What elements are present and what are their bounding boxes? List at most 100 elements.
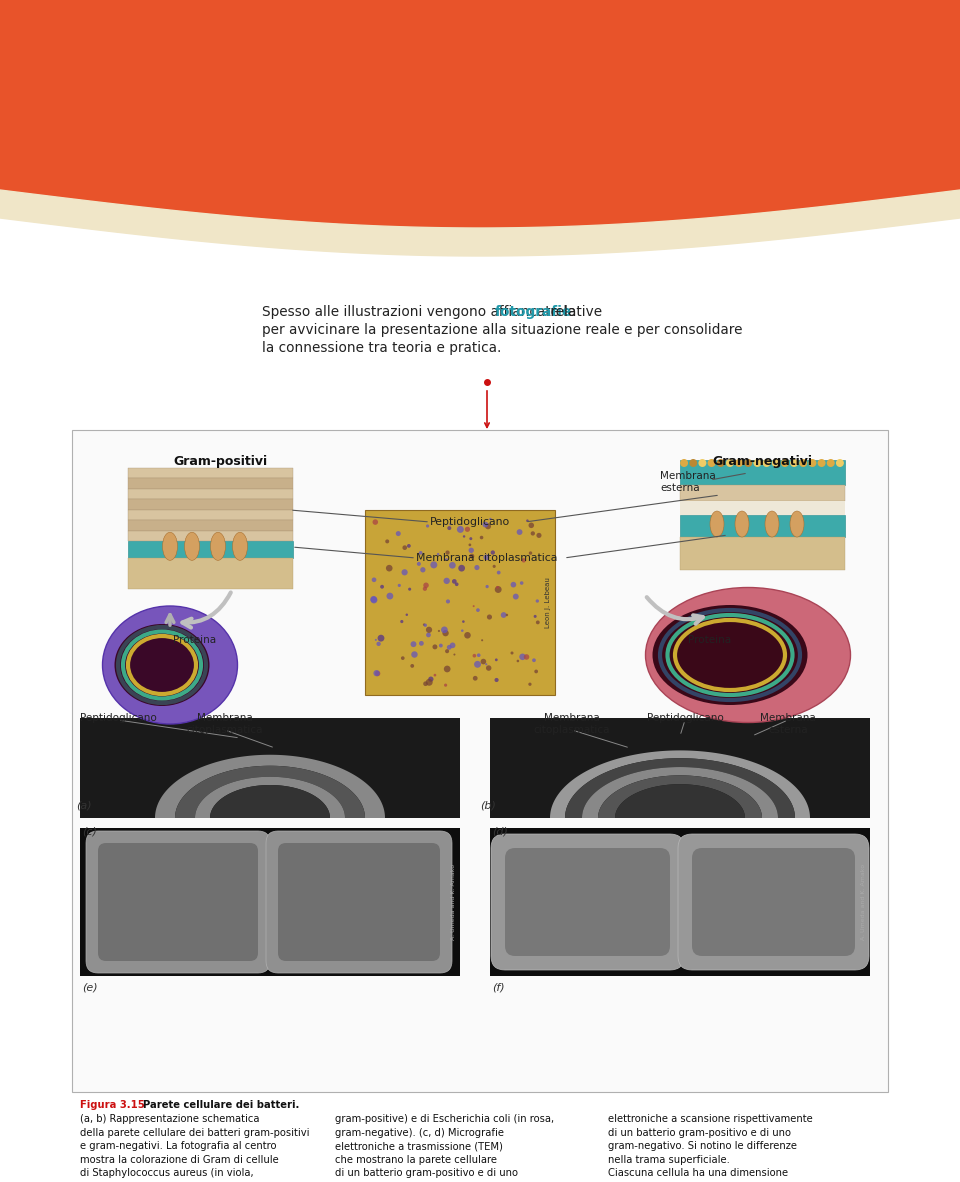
Bar (128, 499, 293, 509)
Circle shape (387, 592, 394, 599)
FancyBboxPatch shape (505, 847, 670, 956)
Circle shape (417, 561, 420, 566)
Text: Peptidoglicano: Peptidoglicano (430, 517, 511, 527)
Circle shape (420, 567, 425, 572)
Circle shape (519, 654, 526, 660)
Ellipse shape (162, 532, 178, 560)
Circle shape (526, 519, 529, 522)
Circle shape (818, 459, 826, 467)
Circle shape (402, 545, 407, 550)
Circle shape (458, 565, 465, 572)
Circle shape (480, 535, 484, 539)
Circle shape (373, 670, 380, 676)
Circle shape (405, 613, 408, 616)
Circle shape (529, 551, 532, 554)
Polygon shape (565, 758, 795, 818)
Text: Membrana citoplasmatica: Membrana citoplasmatica (416, 553, 558, 563)
Circle shape (386, 565, 393, 571)
Circle shape (452, 579, 457, 584)
Circle shape (422, 586, 427, 591)
Circle shape (516, 660, 519, 662)
Circle shape (465, 527, 470, 532)
Polygon shape (598, 775, 762, 818)
Text: (e): (e) (82, 982, 98, 992)
Circle shape (473, 676, 478, 681)
Polygon shape (582, 767, 778, 818)
Circle shape (469, 553, 474, 559)
Circle shape (481, 658, 486, 664)
Circle shape (445, 649, 449, 654)
Circle shape (446, 645, 451, 650)
Circle shape (426, 626, 432, 632)
Circle shape (439, 644, 443, 648)
Text: Proteina: Proteina (688, 635, 732, 645)
Circle shape (371, 597, 377, 604)
Circle shape (457, 526, 464, 533)
Circle shape (680, 459, 688, 467)
Ellipse shape (735, 511, 749, 537)
Circle shape (377, 635, 384, 642)
Circle shape (524, 654, 529, 660)
FancyBboxPatch shape (86, 831, 270, 973)
Circle shape (495, 658, 497, 661)
Polygon shape (195, 777, 345, 818)
Circle shape (396, 531, 400, 537)
Text: Membrana
esterna: Membrana esterna (660, 472, 716, 493)
Bar (680, 501, 845, 515)
Bar (490, 829, 870, 976)
Circle shape (474, 661, 481, 668)
Circle shape (423, 681, 428, 686)
Circle shape (469, 537, 472, 540)
Circle shape (449, 561, 456, 569)
Circle shape (438, 630, 440, 632)
Circle shape (491, 551, 495, 554)
Circle shape (407, 544, 411, 547)
Polygon shape (155, 755, 385, 818)
Circle shape (425, 678, 433, 686)
Circle shape (401, 656, 404, 660)
Ellipse shape (790, 511, 804, 537)
Circle shape (401, 570, 408, 576)
Circle shape (374, 638, 377, 641)
Circle shape (476, 609, 480, 612)
Text: Membrana
esterna: Membrana esterna (760, 713, 816, 734)
Circle shape (411, 651, 418, 657)
Ellipse shape (184, 532, 200, 560)
Circle shape (506, 613, 508, 616)
Text: (a, b) Rappresentazione schematica
della parete cellulare dei batteri gram-posit: (a, b) Rappresentazione schematica della… (80, 1113, 309, 1178)
Circle shape (455, 583, 459, 586)
Circle shape (496, 586, 499, 589)
Text: relative: relative (545, 305, 602, 319)
Circle shape (511, 582, 516, 587)
Ellipse shape (232, 532, 248, 560)
Polygon shape (175, 766, 365, 818)
Circle shape (372, 578, 376, 583)
Polygon shape (615, 784, 745, 818)
FancyBboxPatch shape (98, 843, 258, 961)
Circle shape (485, 524, 491, 530)
Circle shape (408, 587, 411, 591)
Bar (128, 541, 293, 558)
Circle shape (511, 651, 514, 655)
Bar (680, 538, 845, 571)
Text: Proteina: Proteina (174, 635, 217, 645)
Circle shape (472, 605, 474, 608)
Circle shape (513, 593, 518, 599)
Text: A. Umeda and K. Amako: A. Umeda and K. Amako (861, 864, 866, 940)
Ellipse shape (710, 511, 724, 537)
Circle shape (380, 585, 384, 589)
Circle shape (426, 632, 431, 637)
Circle shape (536, 599, 539, 603)
Text: gram-positive) e di Escherichia coli (in rosa,
gram-negative). (c, d) Micrografi: gram-positive) e di Escherichia coli (in… (335, 1113, 554, 1182)
Circle shape (371, 596, 377, 603)
Circle shape (423, 583, 429, 589)
Circle shape (463, 535, 466, 538)
Circle shape (447, 526, 451, 530)
Circle shape (520, 582, 523, 585)
Circle shape (528, 682, 532, 686)
Text: Membrana
citoplasmatica: Membrana citoplasmatica (187, 713, 263, 734)
Circle shape (536, 621, 540, 624)
Circle shape (444, 578, 450, 584)
Circle shape (532, 658, 536, 662)
Circle shape (474, 565, 480, 570)
